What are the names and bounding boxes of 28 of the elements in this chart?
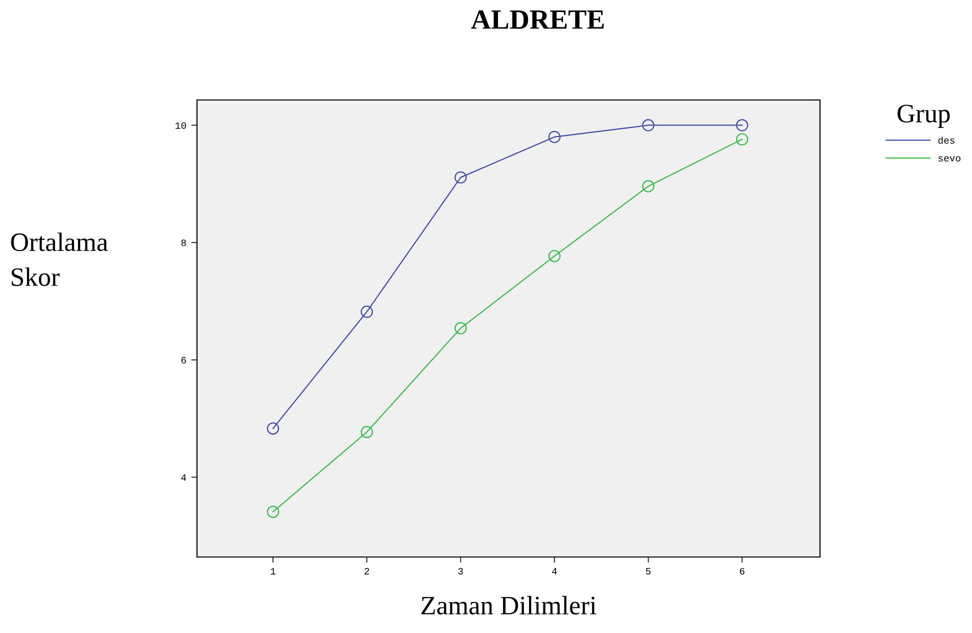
point bbox=[548, 130, 561, 144]
point bbox=[454, 322, 467, 334]
point bbox=[266, 506, 280, 518]
chart-title: ALDRETE bbox=[471, 10, 604, 29]
x-tick-label: 2 bbox=[364, 568, 370, 574]
point bbox=[642, 180, 654, 192]
y-tick-label: 8 bbox=[181, 240, 186, 246]
x-tick-label: 1 bbox=[270, 568, 276, 574]
point bbox=[736, 119, 748, 132]
x-tick-label: 5 bbox=[646, 568, 651, 575]
x-tick-label: 6 bbox=[740, 568, 744, 575]
legend-title: Grup bbox=[898, 104, 950, 128]
x-axis-title: Zaman Dilimleri bbox=[421, 596, 596, 614]
point bbox=[266, 422, 280, 435]
y-axis-title: Ortalama Skor bbox=[11, 232, 108, 286]
point bbox=[360, 306, 373, 318]
y-tick-label: 10 bbox=[176, 122, 186, 129]
point bbox=[454, 171, 467, 184]
point bbox=[642, 119, 654, 132]
legend-label: des bbox=[938, 136, 954, 144]
y-tick-label: 6 bbox=[181, 356, 186, 364]
x-tick-label: 4 bbox=[552, 568, 557, 574]
point bbox=[548, 250, 561, 262]
x-tick-label: 3 bbox=[458, 568, 463, 575]
point bbox=[736, 133, 748, 146]
y-tick-label: 4 bbox=[181, 474, 186, 481]
point bbox=[360, 426, 373, 438]
legend-label: sevo bbox=[938, 156, 960, 162]
